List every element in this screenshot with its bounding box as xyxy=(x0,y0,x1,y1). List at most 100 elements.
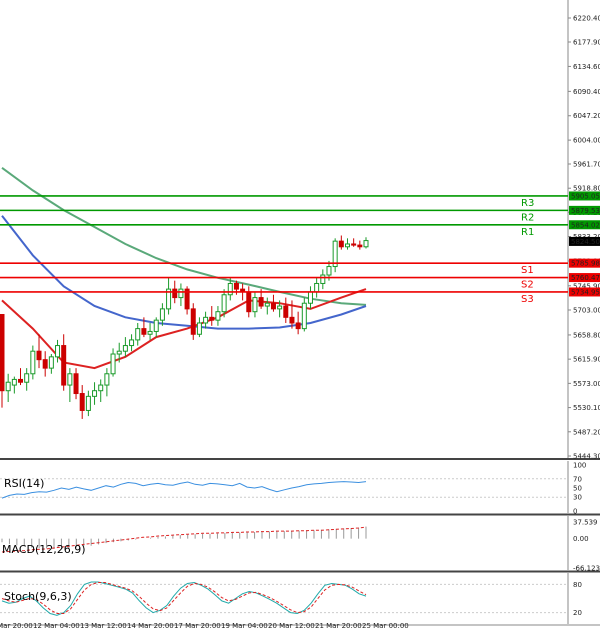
y-tick-label: 6090.40 xyxy=(573,88,600,96)
level-name-s3: S3 xyxy=(521,294,534,305)
y-tick-label: 5658.80 xyxy=(573,331,600,339)
rsi-tick-label: 50 xyxy=(573,485,582,493)
candle-body xyxy=(98,384,104,392)
level-price-label: 5905.05 xyxy=(571,192,600,200)
candle-body xyxy=(67,373,73,386)
panel-rsi xyxy=(0,461,568,513)
level-price-box xyxy=(569,191,600,201)
candle-body xyxy=(178,288,184,299)
y-tick-label: 5444.30 xyxy=(573,453,600,461)
level-price-label: 5760.47 xyxy=(571,274,600,282)
macd-tick-label: -66.123 xyxy=(573,565,600,573)
candle-body xyxy=(246,291,252,313)
level-name-r3: R3 xyxy=(521,198,534,209)
x-tick-label: 13 Mar 12:00 xyxy=(80,622,127,629)
candle-body xyxy=(73,373,79,395)
candle-body xyxy=(79,393,85,411)
candle-body xyxy=(270,302,276,310)
level-name-s1: S1 xyxy=(521,265,534,276)
candle-body xyxy=(289,316,295,324)
current-price-box xyxy=(569,236,600,246)
y-tick-label: 5615.90 xyxy=(573,356,600,364)
candle-body xyxy=(61,345,67,386)
y-tick-label: 5918.80 xyxy=(573,185,600,193)
candle-body xyxy=(92,390,98,397)
level-price-box xyxy=(569,220,600,230)
candle-body xyxy=(129,339,135,347)
y-tick-label: 5961.70 xyxy=(573,161,600,169)
rsi-tick-label: 100 xyxy=(573,462,586,470)
candle-body xyxy=(344,243,350,248)
candle-body xyxy=(301,302,307,330)
candle-body xyxy=(227,282,233,296)
candle-body xyxy=(135,328,141,341)
candle-body xyxy=(277,305,283,310)
candle-body xyxy=(209,316,215,321)
candle-body xyxy=(18,378,24,383)
candle-body xyxy=(122,345,128,352)
level-price-box xyxy=(569,205,600,215)
level-price-label: 5785.98 xyxy=(571,260,600,268)
y-tick-label: 6177.90 xyxy=(573,38,600,46)
candle-body xyxy=(159,308,165,321)
stoch-d-line xyxy=(1,582,367,614)
current-price-label: 5824.50 xyxy=(571,238,600,246)
rsi-title: RSI(14) xyxy=(4,477,44,490)
macd-tick-label: 37.539 xyxy=(573,519,598,527)
level-name-r1: R1 xyxy=(521,227,534,238)
candle-body xyxy=(172,288,178,299)
panel-stoch xyxy=(0,573,568,624)
level-price-label: 5854.02 xyxy=(571,221,600,229)
rsi-tick-label: 0 xyxy=(573,508,577,516)
x-tick-label: 19 Mar 04:00 xyxy=(221,622,268,629)
x-tick-label: 14 Mar 20:00 xyxy=(127,622,174,629)
moving-average-line xyxy=(1,215,367,330)
level-name-s2: S2 xyxy=(521,280,534,291)
candle-body xyxy=(36,350,42,361)
rsi-tick-label: 30 xyxy=(573,494,582,502)
candle-body xyxy=(233,282,239,290)
candle-body xyxy=(307,291,313,304)
candle-body xyxy=(24,373,30,383)
candle-body xyxy=(147,330,153,335)
candle-body xyxy=(85,395,91,411)
candle-body xyxy=(258,297,264,307)
candle-body xyxy=(30,350,36,375)
candle-body xyxy=(42,359,48,369)
x-tick-label: 25 Mar 00:00 xyxy=(362,622,409,629)
candle-body xyxy=(11,378,17,386)
candle-body xyxy=(184,288,190,310)
candle-body xyxy=(0,314,5,392)
panel-price xyxy=(0,0,568,458)
candle-body xyxy=(221,294,227,313)
candle-body xyxy=(351,243,357,246)
candle-body xyxy=(295,322,301,330)
level-price-label: 5734.95 xyxy=(571,288,600,296)
stoch-title: Stoch(9,6,3) xyxy=(4,590,72,603)
rsi-tick-label: 70 xyxy=(573,475,582,483)
y-tick-label: 6047.20 xyxy=(573,112,600,120)
panel-macd xyxy=(0,516,568,570)
macd-signal-line xyxy=(1,526,367,553)
y-tick-label: 5703.00 xyxy=(573,307,600,315)
macd-title: MACD(12,26,9) xyxy=(2,543,86,556)
candle-body xyxy=(320,274,326,284)
x-tick-label: 17 Mar 20:00 xyxy=(174,622,221,629)
candle-body xyxy=(363,240,369,248)
candle-body xyxy=(357,244,363,248)
x-tick-label: 11 Mar 20:00 xyxy=(0,622,33,629)
candle-body xyxy=(338,240,344,248)
level-name-r2: R2 xyxy=(521,212,534,223)
level-price-box xyxy=(569,287,600,297)
x-tick-label: 20 Mar 12:00 xyxy=(268,622,315,629)
stoch-tick-label: 20 xyxy=(573,609,582,617)
candle-body xyxy=(314,282,320,293)
candle-body xyxy=(332,240,338,268)
candle-body xyxy=(110,353,116,375)
stoch-tick-label: 80 xyxy=(573,581,582,589)
y-tick-label: 6220.40 xyxy=(573,15,600,23)
candle-body xyxy=(326,266,332,276)
candle-body xyxy=(190,308,196,335)
y-tick-label: 6134.60 xyxy=(573,63,600,71)
